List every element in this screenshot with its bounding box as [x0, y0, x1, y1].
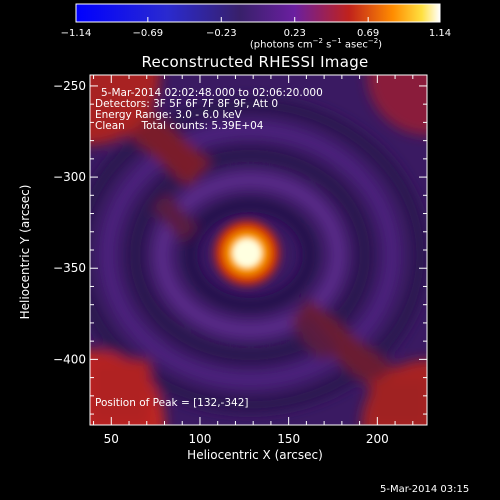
- colorbar-tick-label: −0.23: [206, 28, 237, 39]
- y-tick-label: −250: [53, 79, 86, 93]
- colorbar-tick-label: 0.69: [357, 28, 379, 39]
- colorbar-unit-label: (photons cm−2 s−1 asec−2): [249, 37, 383, 51]
- timestamp: 5-Mar-2014 03:15: [380, 484, 470, 495]
- detectors-annotation: Detectors: 3F 5F 6F 7F 8F 9F, Att 0: [95, 98, 279, 110]
- heatmap-image: [90, 75, 427, 425]
- x-tick-label: 100: [189, 432, 212, 446]
- colorbar: [75, 3, 441, 23]
- time-range-annotation: 5-Mar-2014 02:02:48.000 to 02:06:20.000: [101, 87, 323, 99]
- y-tick-label: −350: [53, 261, 86, 275]
- peak-position-annotation: Position of Peak = [132,-342]: [95, 397, 249, 409]
- x-axis-label: Heliocentric X (arcsec): [187, 448, 323, 462]
- clean-counts-annotation: Clean Total counts: 5.39E+04: [95, 120, 264, 132]
- colorbar-tick-label: 0.23: [284, 28, 306, 39]
- x-tick-label: 50: [104, 432, 119, 446]
- x-tick-label: 150: [277, 432, 300, 446]
- y-tick-label: −400: [53, 352, 86, 366]
- colorbar-tick-label: −0.69: [133, 28, 164, 39]
- y-tick-label: −300: [53, 170, 86, 184]
- colorbar-tick-label: 1.14: [429, 28, 451, 39]
- energy-range-annotation: Energy Range: 3.0 - 6.0 keV: [95, 109, 242, 121]
- colorbar-tick-label: −1.14: [61, 28, 92, 39]
- y-axis-label: Heliocentric Y (arcsec): [18, 184, 32, 320]
- x-tick-label: 200: [366, 432, 389, 446]
- chart-title: Reconstructed RHESSI Image: [141, 53, 369, 71]
